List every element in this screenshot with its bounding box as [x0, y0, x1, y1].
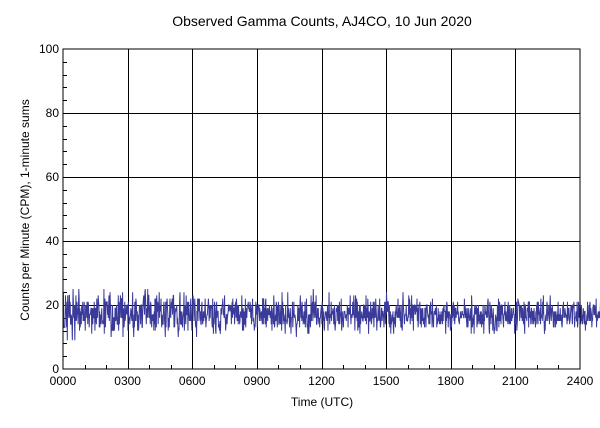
- y-tick-label: 100: [39, 42, 59, 56]
- plot-frame: [62, 48, 581, 370]
- y-tick-label: 0: [52, 362, 59, 376]
- y-tick-label: 80: [46, 106, 60, 120]
- x-tick-label: 0300: [114, 374, 141, 388]
- x-tick-label: 0600: [179, 374, 206, 388]
- y-axis-label: Counts per Minute (CPM), 1-minute sums: [18, 99, 32, 320]
- x-tick-label: 1800: [437, 374, 464, 388]
- y-tick-label: 60: [46, 170, 60, 184]
- x-axis-label: Time (UTC): [291, 395, 353, 409]
- y-tick-label: 40: [46, 234, 60, 248]
- chart-title: Observed Gamma Counts, AJ4CO, 10 Jun 202…: [172, 13, 472, 29]
- x-tick-label: 1500: [373, 374, 400, 388]
- y-axis-tick-labels: 0 20 40 60 80 100: [39, 42, 59, 376]
- minor-ticks: [63, 62, 559, 369]
- plot-area: [62, 48, 600, 370]
- x-tick-label: 2400: [567, 374, 594, 388]
- x-tick-label: 2100: [502, 374, 529, 388]
- x-axis-tick-labels: 0000 0300 0600 0900 1200 1500 1800 2100 2400: [50, 374, 594, 388]
- x-tick-label: 0000: [50, 374, 77, 388]
- x-tick-label: 1200: [308, 374, 335, 388]
- series-line: [62, 288, 600, 341]
- x-tick-label: 0900: [244, 374, 271, 388]
- y-tick-label: 20: [46, 298, 60, 312]
